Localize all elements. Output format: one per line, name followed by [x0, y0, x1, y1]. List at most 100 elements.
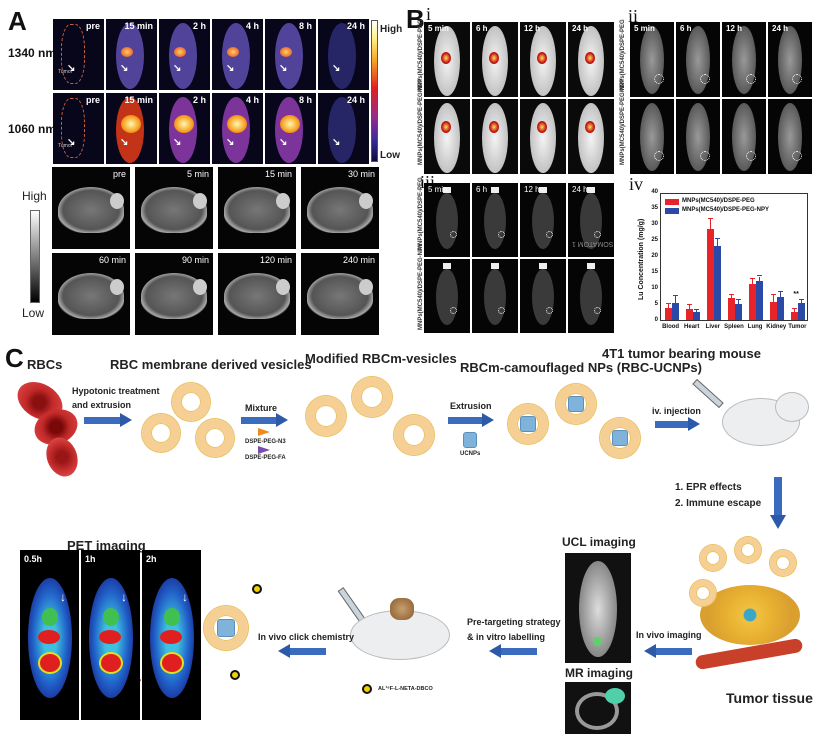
- injection-label: iv. injection: [652, 406, 701, 416]
- mri-coronal-tile: 24 h: [768, 22, 812, 97]
- bar: [664, 308, 672, 320]
- invivo-imaging-label: In vivo imaging: [636, 630, 702, 640]
- step-mouse: 4T1 tumor bearing mouse: [602, 346, 761, 361]
- immune-label: 2. Immune escape: [675, 498, 762, 509]
- timepoint-label: 24 h: [572, 24, 589, 33]
- nir-image-tile: Tumor pre ↘: [53, 93, 104, 164]
- ct-image-tile: [520, 259, 566, 333]
- camouflaged-np: [508, 404, 548, 444]
- x-tick-label: Tumor: [788, 324, 807, 330]
- panel-b-i-label: i: [426, 4, 432, 24]
- mri-image-tile: pre: [52, 167, 130, 249]
- error-bar: [759, 276, 761, 281]
- timepoint-label: 6 h: [476, 24, 488, 33]
- x-tick-label: Kidney: [766, 324, 787, 330]
- timepoint-label: 12 h: [726, 24, 743, 33]
- fa-label: DSPE-PEG-FA: [245, 455, 286, 461]
- error-cap: [707, 217, 713, 219]
- mouse-head: [775, 392, 809, 422]
- pretarget-label-2: & in vitro labelling: [467, 632, 546, 642]
- modified-vesicle: [306, 396, 346, 436]
- extrusion-label: Extrusion: [450, 401, 492, 411]
- timepoint-label: 2 h: [192, 21, 206, 31]
- error-cap: [799, 298, 805, 300]
- error-cap: [736, 298, 741, 300]
- error-bar: [773, 295, 775, 303]
- mr-image: [565, 682, 631, 734]
- bar: [777, 296, 785, 320]
- colorbar-low: Low: [380, 150, 400, 161]
- fluorescence-image-tile: [520, 99, 566, 174]
- colorbar-high: High: [380, 24, 403, 35]
- timepoint-label: 5 min: [428, 24, 449, 33]
- timepoint-label: 8 h: [298, 21, 312, 31]
- nir-image-tile: 15 min ↘: [106, 93, 157, 164]
- x-tick-label: Spleen: [724, 324, 744, 330]
- fluorescence-image-tile: 5 min: [424, 22, 470, 97]
- arrow-icon: ↓: [182, 590, 188, 604]
- arrow-click: [278, 644, 326, 658]
- timepoint-label: 240 min: [342, 255, 375, 265]
- timepoint-label: 2 h: [192, 95, 206, 105]
- error-bar: [731, 295, 732, 298]
- n3-label: DSPE-PEG-N3: [245, 439, 286, 445]
- y-tick-label: 15: [651, 269, 658, 275]
- timepoint-label: 5 min: [634, 24, 655, 33]
- timepoint-label: 4 h: [245, 95, 259, 105]
- bar: [770, 302, 778, 320]
- mri-coronal-tile: 5 min: [630, 22, 674, 97]
- hypotonic-label-1: Hypotonic treatment: [72, 386, 160, 396]
- y-tick-label: 40: [651, 189, 658, 195]
- timepoint-label: 120 min: [259, 255, 292, 265]
- legend-label: MNPs(MC540)/DSPE-PEG-NPY: [682, 207, 770, 213]
- timepoint-label: 2h: [146, 554, 157, 564]
- arrow-icon: ↘: [173, 63, 182, 74]
- error-cap: [757, 275, 763, 277]
- mri-coronal-tile: [630, 99, 674, 174]
- scanner-watermark: SOMATOM 1: [572, 240, 614, 247]
- bar: [735, 303, 742, 320]
- arrow-icon: ↘: [120, 137, 129, 148]
- mri-coronal-tile: [676, 99, 720, 174]
- mri-image-tile: 60 min: [52, 253, 130, 335]
- arrow-icon: ↘: [279, 63, 288, 74]
- timepoint-label: 12 h: [524, 24, 541, 33]
- mri-colorbar-low: Low: [22, 306, 45, 320]
- arrow-hypotonic: [84, 413, 132, 427]
- pet-image-tile: 0.5h ↓: [20, 550, 79, 720]
- error-cap: [778, 290, 784, 292]
- nir-image-tile: 8 h ↘: [265, 93, 316, 164]
- labelled-np: [204, 606, 248, 650]
- y-tick-label: 35: [651, 205, 658, 211]
- ucl-image: [565, 553, 631, 663]
- bar: [685, 308, 693, 320]
- ct-image-tile: [472, 259, 518, 333]
- timepoint-label: 5 min: [186, 169, 209, 179]
- timepoint-label: 24 h: [346, 95, 365, 105]
- step-rbcs: RBCs: [27, 357, 63, 372]
- step-pet: PET imaging: [67, 538, 146, 553]
- timepoint-label: 6 h: [476, 185, 488, 194]
- error-cap: [672, 294, 678, 296]
- y-tick-label: 30: [651, 221, 658, 227]
- error-bar: [801, 299, 803, 303]
- radioactive-icon: [230, 670, 240, 680]
- timepoint-label: 24 h: [346, 21, 365, 31]
- timepoint-label: 15 min: [264, 169, 292, 179]
- tumor-tissue-illustration: [690, 537, 808, 675]
- step-tumor: Tumor tissue: [726, 690, 813, 706]
- timepoint-label: pre: [85, 95, 100, 105]
- bi-row-label-2: MNPs(MC540)/DSPE-PEG-NPY: [418, 77, 424, 165]
- error-cap: [771, 294, 777, 296]
- radioactive-icon: [252, 584, 262, 594]
- bar: [756, 280, 764, 320]
- error-bar: [688, 304, 690, 309]
- step-camouflaged: RBCm-camouflaged NPs (RBC-UCNPs): [460, 360, 702, 375]
- timepoint-label: 12 h: [524, 185, 540, 194]
- ct-image-tile: 6 h: [472, 183, 518, 257]
- arrow-icon: ↘: [226, 63, 235, 74]
- camouflaged-np: [600, 418, 640, 458]
- panel-a-label: A: [8, 6, 27, 36]
- nir-image-tile: 24 h ↘: [318, 19, 369, 90]
- timepoint-label: pre: [85, 21, 100, 31]
